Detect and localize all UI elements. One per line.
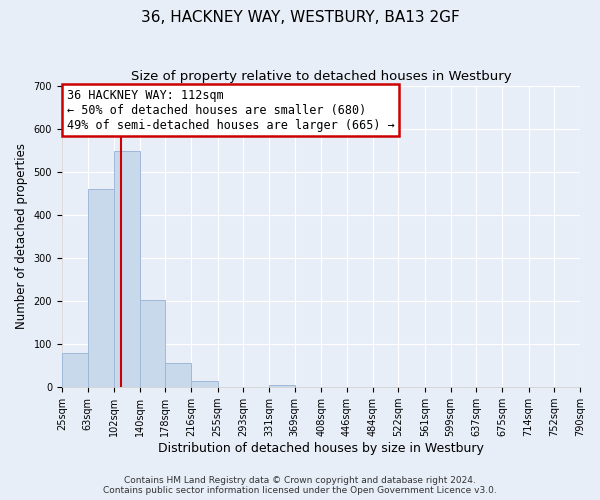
Bar (191, 381, 218, 387)
Bar (88, 189, 114, 387)
Bar (62, 352, 88, 387)
Text: 36 HACKNEY WAY: 112sqm
← 50% of detached houses are smaller (680)
49% of semi-de: 36 HACKNEY WAY: 112sqm ← 50% of detached… (67, 88, 395, 132)
X-axis label: Distribution of detached houses by size in Westbury: Distribution of detached houses by size … (158, 442, 484, 455)
Title: Size of property relative to detached houses in Westbury: Size of property relative to detached ho… (131, 70, 511, 83)
Y-axis label: Number of detached properties: Number of detached properties (15, 144, 28, 330)
Text: Contains HM Land Registry data © Crown copyright and database right 2024.
Contai: Contains HM Land Registry data © Crown c… (103, 476, 497, 495)
Bar (269, 386, 295, 387)
Bar (166, 362, 191, 387)
Bar (140, 300, 166, 387)
Bar (114, 151, 140, 387)
Text: 36, HACKNEY WAY, WESTBURY, BA13 2GF: 36, HACKNEY WAY, WESTBURY, BA13 2GF (140, 10, 460, 25)
